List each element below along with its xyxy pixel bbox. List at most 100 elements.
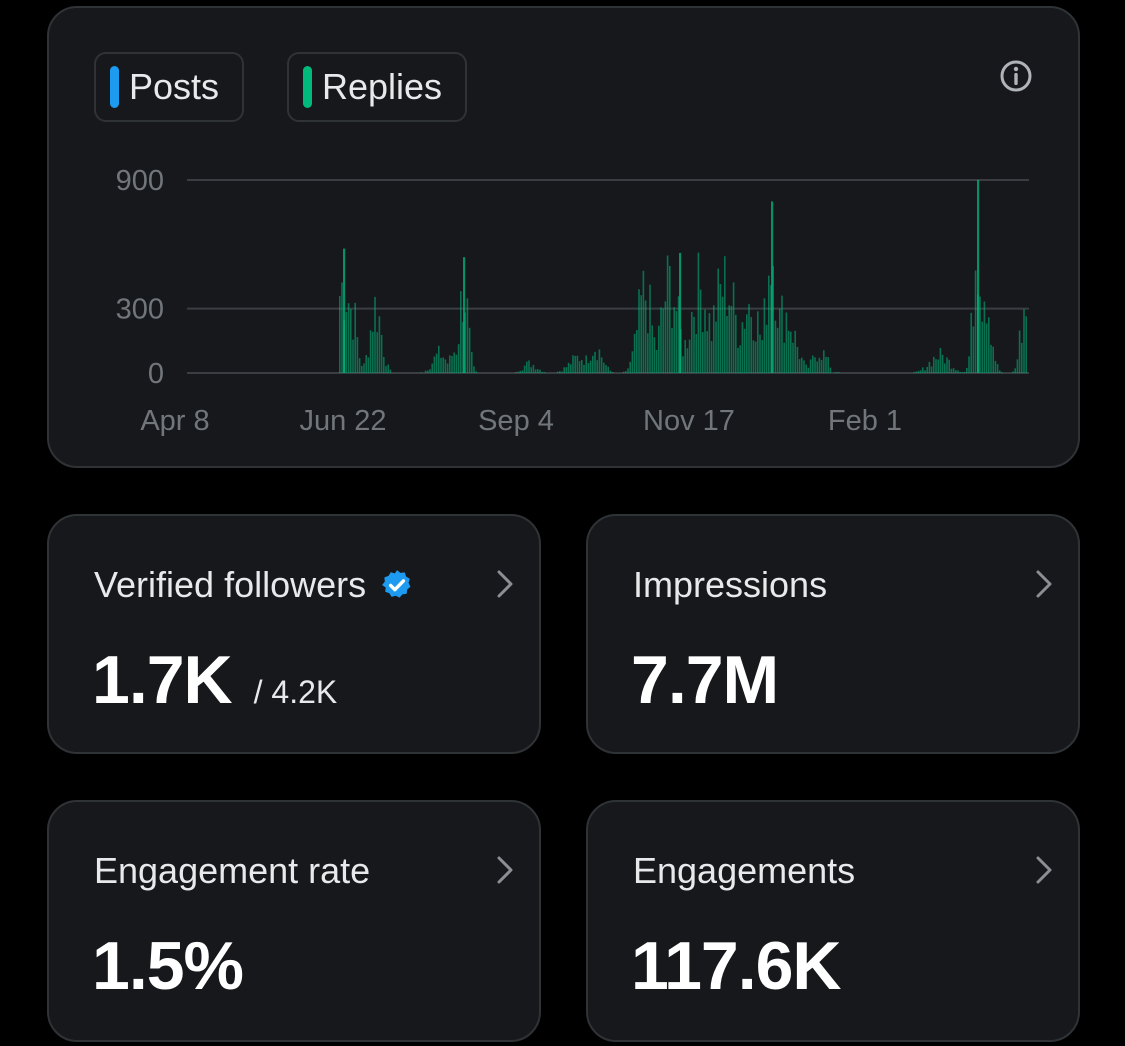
- bar: [343, 248, 346, 373]
- bar: [792, 342, 794, 373]
- bar: [609, 370, 612, 373]
- bar: [649, 284, 651, 373]
- bar: [435, 353, 438, 373]
- bar: [994, 360, 997, 373]
- bar: [941, 354, 944, 373]
- bar: [640, 295, 642, 373]
- bar: [354, 302, 356, 373]
- bar: [644, 300, 647, 373]
- bar: [924, 370, 926, 373]
- bar: [587, 363, 590, 373]
- bar-chart: 900 300 0 Apr 8 Jun 22 Sep 4 Nov 17 Feb 1: [116, 165, 1029, 437]
- bar: [763, 298, 766, 373]
- bar: [376, 332, 378, 373]
- bar: [968, 356, 970, 373]
- bar: [724, 256, 726, 373]
- bar: [730, 305, 733, 373]
- verified-followers-card[interactable]: Verified followers 1.7K / 4.2K: [47, 514, 541, 754]
- bar: [790, 331, 792, 373]
- bar: [1021, 342, 1023, 373]
- bar: [779, 308, 781, 373]
- bar: [530, 367, 532, 373]
- chevron-right-icon: [1036, 570, 1052, 598]
- bar: [746, 314, 748, 373]
- info-icon[interactable]: [998, 58, 1034, 94]
- engagements-card[interactable]: Engagements 117.6K: [586, 800, 1080, 1042]
- engagements-title: Engagements: [633, 850, 855, 892]
- bar: [673, 307, 675, 373]
- bar: [622, 371, 625, 373]
- y-tick-label: 300: [116, 294, 164, 326]
- bar: [959, 371, 961, 373]
- bar: [1012, 371, 1014, 373]
- bar: [581, 360, 583, 373]
- bar: [827, 357, 829, 373]
- bar: [679, 252, 682, 373]
- bar: [812, 355, 814, 373]
- bar: [449, 355, 451, 373]
- y-tick-label: 0: [148, 358, 164, 390]
- bar: [774, 320, 777, 373]
- bar: [605, 365, 607, 373]
- bar: [686, 348, 689, 373]
- bar: [671, 327, 673, 373]
- replies-toggle[interactable]: Replies: [287, 52, 467, 122]
- bar: [372, 331, 374, 373]
- bar: [768, 275, 770, 373]
- bar: [367, 357, 370, 373]
- bar: [1016, 359, 1019, 373]
- y-tick-label: 900: [116, 165, 164, 197]
- bar: [677, 296, 680, 373]
- bar: [992, 346, 994, 373]
- bar: [578, 361, 581, 373]
- bar: [787, 330, 790, 373]
- bar: [466, 298, 469, 373]
- bar: [369, 330, 372, 373]
- analytics-chart-card: Posts Replies 900 300 0 Apr 8 Jun 22 Sep 4 No…: [47, 6, 1080, 468]
- bar: [752, 340, 755, 373]
- bar: [627, 368, 629, 373]
- bar: [585, 355, 587, 373]
- bar: [457, 344, 460, 373]
- bar: [823, 350, 825, 373]
- bar: [996, 364, 999, 373]
- bar: [726, 316, 728, 373]
- stat-label: Verified followers: [94, 564, 367, 605]
- bar: [829, 367, 832, 373]
- verified-badge-icon: [382, 570, 411, 598]
- bar: [594, 351, 596, 373]
- bar: [771, 201, 774, 373]
- bar: [803, 360, 805, 373]
- bar: [385, 366, 387, 373]
- bar: [444, 359, 447, 373]
- x-tick-label: Nov 17: [643, 405, 735, 437]
- bar: [721, 296, 724, 373]
- bar: [699, 289, 702, 373]
- bar: [559, 371, 561, 373]
- bar: [1025, 316, 1027, 373]
- bar: [741, 322, 744, 373]
- engagements-value: 117.6K: [631, 928, 842, 1004]
- bar: [1023, 309, 1025, 373]
- impressions-title: Impressions: [633, 564, 827, 606]
- replies-color-swatch: [303, 66, 312, 108]
- bar: [440, 357, 442, 373]
- bar: [664, 301, 667, 373]
- posts-toggle[interactable]: Posts: [94, 52, 244, 122]
- bar: [776, 327, 779, 373]
- bar: [517, 371, 519, 373]
- bar: [781, 295, 783, 373]
- bar: [636, 330, 638, 373]
- bar: [539, 369, 541, 373]
- bar: [838, 372, 840, 373]
- bar: [983, 301, 986, 373]
- bar: [567, 362, 570, 373]
- bar: [424, 370, 427, 373]
- impressions-card[interactable]: Impressions 7.7M: [586, 514, 1080, 754]
- bar: [816, 361, 818, 373]
- bar: [961, 372, 964, 373]
- bar: [702, 332, 704, 373]
- engagement-rate-card[interactable]: Engagement rate 1.5%: [47, 800, 541, 1042]
- bar: [935, 359, 937, 373]
- bar: [955, 370, 957, 373]
